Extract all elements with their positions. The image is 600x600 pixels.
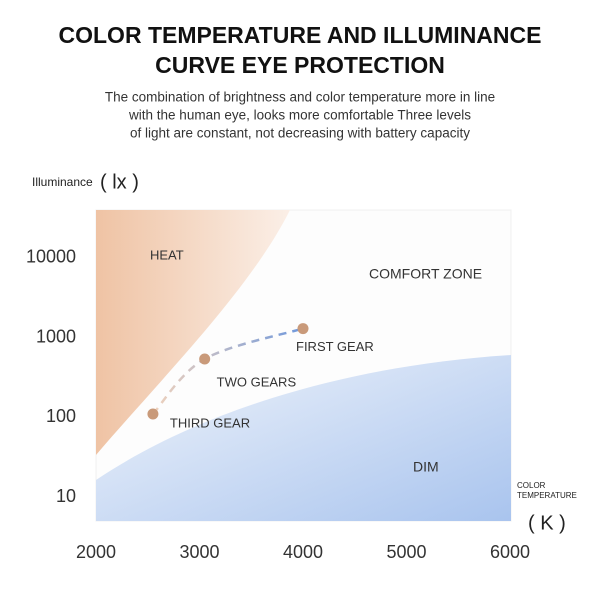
- region-label: DIM: [413, 459, 439, 475]
- y-axis-unit: ( lx ): [100, 171, 139, 193]
- subtitle: with the human eye, looks more comfortab…: [128, 108, 471, 123]
- x-axis-unit: ( K ): [528, 512, 566, 534]
- chart-title: COLOR TEMPERATURE AND ILLUMINANCE: [59, 22, 542, 48]
- y-tick-label: 100: [46, 406, 76, 426]
- x-tick-label: 5000: [386, 542, 426, 562]
- heat-region: [96, 210, 290, 455]
- point-label: THIRD GEAR: [170, 415, 250, 430]
- gear-point: [297, 323, 309, 335]
- y-tick-label: 1000: [36, 326, 76, 346]
- region-label: HEAT: [150, 247, 184, 262]
- subtitle: of light are constant, not decreasing wi…: [130, 126, 470, 141]
- point-label: FIRST GEAR: [296, 339, 374, 354]
- y-tick-label: 10: [56, 486, 76, 506]
- gear-point: [147, 408, 159, 420]
- x-tick-label: 3000: [179, 542, 219, 562]
- point-label: TWO GEARS: [217, 374, 297, 389]
- chart-title: CURVE EYE PROTECTION: [155, 52, 445, 78]
- x-axis-label: COLOR: [517, 481, 546, 490]
- y-axis-label: Illuminance: [32, 175, 93, 189]
- dim-region: [96, 355, 511, 521]
- x-tick-label: 2000: [76, 542, 116, 562]
- region-label: COMFORT ZONE: [369, 266, 482, 282]
- subtitle: The combination of brightness and color …: [105, 90, 495, 105]
- x-tick-label: 6000: [490, 542, 530, 562]
- x-axis-label: TEMPERATURE: [517, 491, 577, 500]
- x-tick-label: 4000: [283, 542, 323, 562]
- y-tick-label: 10000: [26, 247, 76, 267]
- gear-point: [199, 353, 211, 365]
